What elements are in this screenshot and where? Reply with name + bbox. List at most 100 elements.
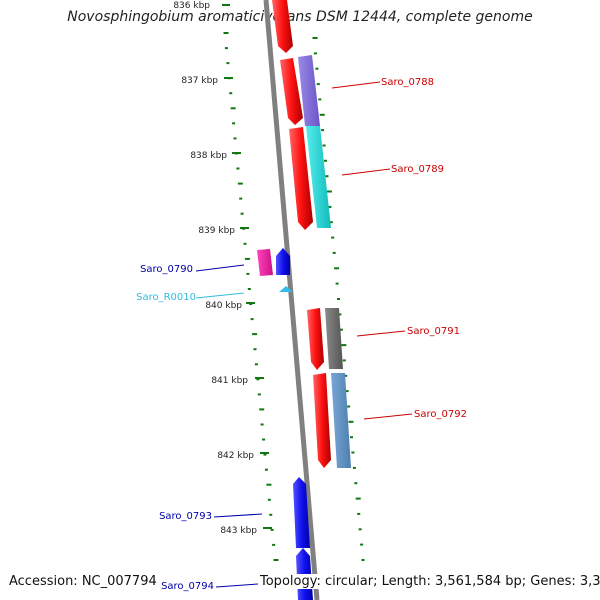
track-tick	[316, 83, 320, 86]
scale-label: 841 kbp	[211, 376, 248, 386]
track-tick	[350, 436, 353, 439]
track-tick	[360, 543, 364, 546]
scale-label: 836 kbp	[173, 1, 210, 11]
track-tick	[345, 390, 349, 393]
scale-label: 837 kbp	[181, 76, 218, 86]
track-tick	[326, 190, 332, 193]
track-tick	[312, 37, 318, 39]
track-tick	[266, 483, 272, 486]
track-tick	[259, 408, 265, 411]
gene-arrow[interactable]	[293, 477, 310, 548]
gene-arrow[interactable]	[307, 308, 324, 370]
gene-label-saro-0789[interactable]: Saro_0789	[391, 164, 444, 175]
left-tick-track	[223, 32, 279, 561]
track-tick	[319, 113, 325, 116]
track-tick	[229, 92, 233, 95]
track-tick	[236, 167, 240, 170]
category-bar[interactable]	[257, 249, 273, 276]
scale-label: 840 kbp	[205, 301, 242, 311]
track-tick	[269, 513, 273, 516]
accession-text: Accession: NC_007794	[9, 574, 157, 589]
track-tick	[344, 374, 348, 377]
track-tick	[272, 543, 276, 546]
track-tick	[237, 182, 243, 185]
track-tick	[223, 32, 229, 34]
scale-label: 839 kbp	[198, 226, 235, 236]
track-tick	[224, 47, 228, 50]
rna-gene[interactable]	[279, 286, 293, 292]
track-tick	[342, 359, 346, 362]
genome-backbone	[263, 0, 320, 600]
track-tick	[358, 528, 362, 531]
category-bar[interactable]	[331, 373, 351, 468]
gene-label-saro-0791[interactable]: Saro_0791	[407, 326, 460, 337]
track-tick	[354, 482, 358, 485]
gene-arrow[interactable]	[289, 127, 313, 230]
scale-ticks	[222, 4, 272, 529]
track-tick	[247, 288, 251, 290]
track-tick	[244, 257, 250, 260]
track-tick	[335, 282, 339, 285]
track-tick	[361, 559, 365, 561]
category-bar[interactable]	[306, 126, 331, 228]
track-tick	[260, 423, 264, 426]
track-tick	[348, 420, 354, 423]
track-tick	[355, 497, 361, 500]
track-tick	[331, 236, 335, 239]
track-tick	[253, 348, 257, 351]
track-tick	[339, 328, 343, 331]
scale-label: 838 kbp	[190, 151, 227, 161]
category-bar[interactable]	[298, 55, 320, 126]
track-tick	[315, 67, 319, 70]
track-tick	[352, 466, 356, 469]
gene-label-saro-0788[interactable]: Saro_0788	[381, 77, 434, 88]
track-tick	[338, 313, 342, 316]
track-tick	[246, 272, 250, 275]
track-tick	[351, 451, 355, 454]
track-tick	[239, 197, 243, 200]
track-tick	[257, 393, 261, 396]
gene-arrow[interactable]	[313, 373, 331, 468]
gene-label-saro-r0010[interactable]: Saro_R0010	[136, 292, 196, 303]
scale-labels: 836 kbp 837 kbp 838 kbp 839 kbp 840 kbp …	[173, 1, 257, 536]
track-tick	[328, 205, 332, 208]
gene-arrow[interactable]	[276, 248, 290, 275]
gene-callouts: Saro_0788 Saro_0789 Saro_0790 Saro_R0010…	[136, 77, 467, 592]
track-tick	[273, 559, 279, 561]
track-tick	[267, 498, 271, 501]
gene-label-saro-0790[interactable]: Saro_0790	[140, 264, 193, 275]
track-tick	[357, 512, 361, 515]
track-tick	[233, 137, 237, 140]
track-tick	[347, 405, 351, 408]
track-tick	[325, 175, 329, 178]
track-tick	[252, 333, 258, 336]
genome-summary-text: Topology: circular; Length: 3,561,584 bp…	[258, 574, 600, 589]
track-tick	[230, 107, 236, 110]
track-tick	[262, 438, 266, 441]
track-tick	[254, 363, 258, 366]
gene-features	[257, 0, 351, 600]
track-tick	[334, 267, 340, 270]
track-tick	[313, 52, 317, 55]
track-tick	[337, 298, 340, 300]
track-tick	[264, 468, 268, 471]
track-tick	[332, 251, 336, 254]
track-tick	[263, 453, 267, 456]
track-tick	[322, 144, 326, 147]
gene-label-saro-0793[interactable]: Saro_0793	[159, 511, 212, 522]
gene-arrow[interactable]	[272, 0, 293, 53]
track-tick	[329, 221, 333, 224]
gene-label-saro-0794[interactable]: Saro_0794	[161, 581, 214, 592]
genome-title: Novosphingobium aromaticivorans DSM 1244…	[67, 9, 533, 25]
category-bar[interactable]	[325, 308, 343, 369]
gene-arrow[interactable]	[280, 58, 303, 125]
gene-label-saro-0792[interactable]: Saro_0792	[414, 409, 467, 420]
track-tick	[232, 122, 236, 125]
track-tick	[226, 62, 230, 65]
track-tick	[321, 129, 325, 132]
scale-label: 843 kbp	[220, 526, 257, 536]
track-tick	[270, 528, 274, 531]
track-tick	[240, 212, 244, 215]
track-tick	[256, 378, 260, 381]
